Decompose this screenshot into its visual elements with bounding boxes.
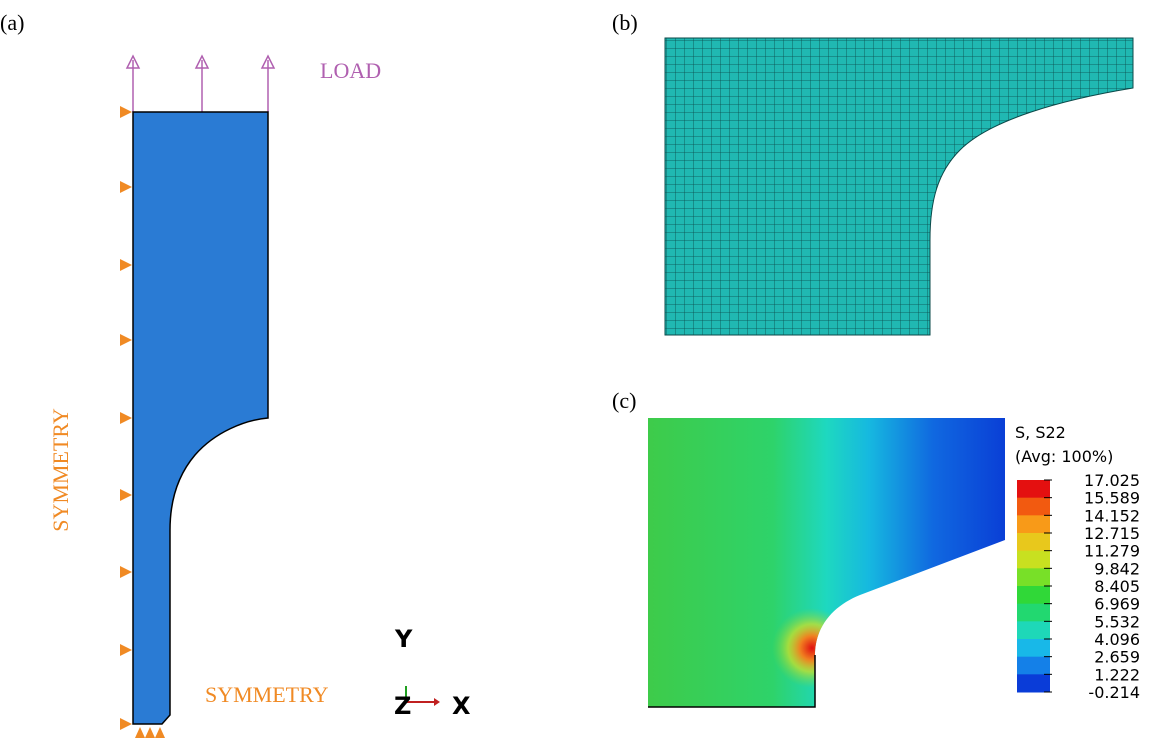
legend-label: 5.532 [1094,612,1140,631]
axis-label: X [452,692,471,720]
stress-concentration [648,418,1005,707]
bc-marker [120,718,132,730]
axis-label: Z [394,692,411,720]
bc-marker [145,727,155,738]
bc-marker [120,489,132,501]
legend-band [1017,568,1050,586]
legend-label: -0.214 [1088,683,1140,702]
bc-marker [120,334,132,346]
load-arrows [127,56,274,112]
panel-label: (c) [612,388,636,413]
legend-band [1017,586,1050,604]
legend-label: 1.222 [1094,665,1140,684]
legend-band [1017,533,1050,551]
legend-label: 14.152 [1084,506,1140,525]
legend-label: 9.842 [1094,559,1140,578]
mesh [665,38,1133,335]
legend-band [1017,515,1050,533]
legend-label: 8.405 [1094,577,1140,596]
legend-band [1017,657,1050,675]
legend-band [1017,551,1050,569]
figure: (a) LOAD SYMMETRY SYMMETRY Y Z X (b) (c)… [0,0,1150,740]
bc-marker [120,644,132,656]
legend: 17.02515.58914.15212.71511.2799.8428.405… [1017,471,1140,702]
legend-title: S, S22 [1015,423,1066,442]
bc-marker [120,412,132,424]
legend-label: 15.589 [1084,489,1140,508]
symmetry-label: SYMMETRY [205,682,329,707]
legend-label: 17.025 [1084,471,1140,490]
axis-label: Y [394,625,413,653]
symmetry-label: SYMMETRY [48,408,73,532]
part [133,112,268,724]
legend-label: 11.279 [1084,542,1140,561]
legend-band [1017,639,1050,657]
legend-subtitle: (Avg: 100%) [1015,447,1113,466]
panel-label: (b) [612,10,638,35]
legend-label: 2.659 [1094,648,1140,667]
legend-band [1017,480,1050,498]
legend-band [1017,621,1050,639]
legend-band [1017,604,1050,622]
panel-label: (a) [0,10,24,35]
load-label: LOAD [320,58,381,83]
bc-marker [120,566,132,578]
legend-label: 4.096 [1094,630,1140,649]
legend-label: 6.969 [1094,595,1140,614]
bc-marker [155,727,165,738]
legend-band [1017,674,1050,692]
bc-marker [120,181,132,193]
bc-marker [135,727,145,738]
legend-band [1017,498,1050,516]
legend-label: 12.715 [1084,524,1140,543]
bc-marker [120,259,132,271]
axis-triad: Y Z X [394,625,471,720]
bc-marker [120,106,132,118]
